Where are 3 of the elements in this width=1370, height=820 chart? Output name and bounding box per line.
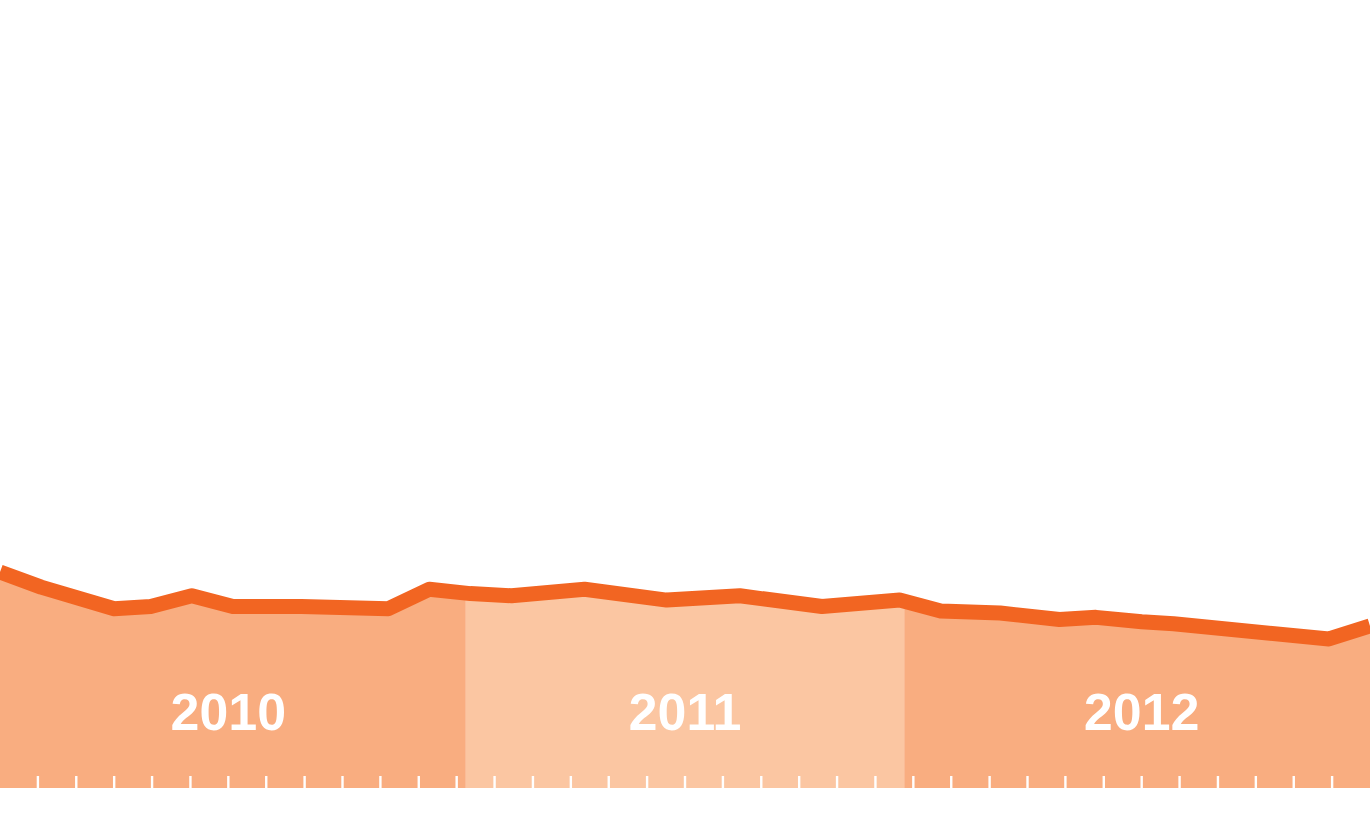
x-tick-label: 2012 [1085, 693, 1198, 731]
x-tick-label: 2011 [630, 693, 740, 731]
x-tick-label: 2010 [172, 693, 285, 731]
